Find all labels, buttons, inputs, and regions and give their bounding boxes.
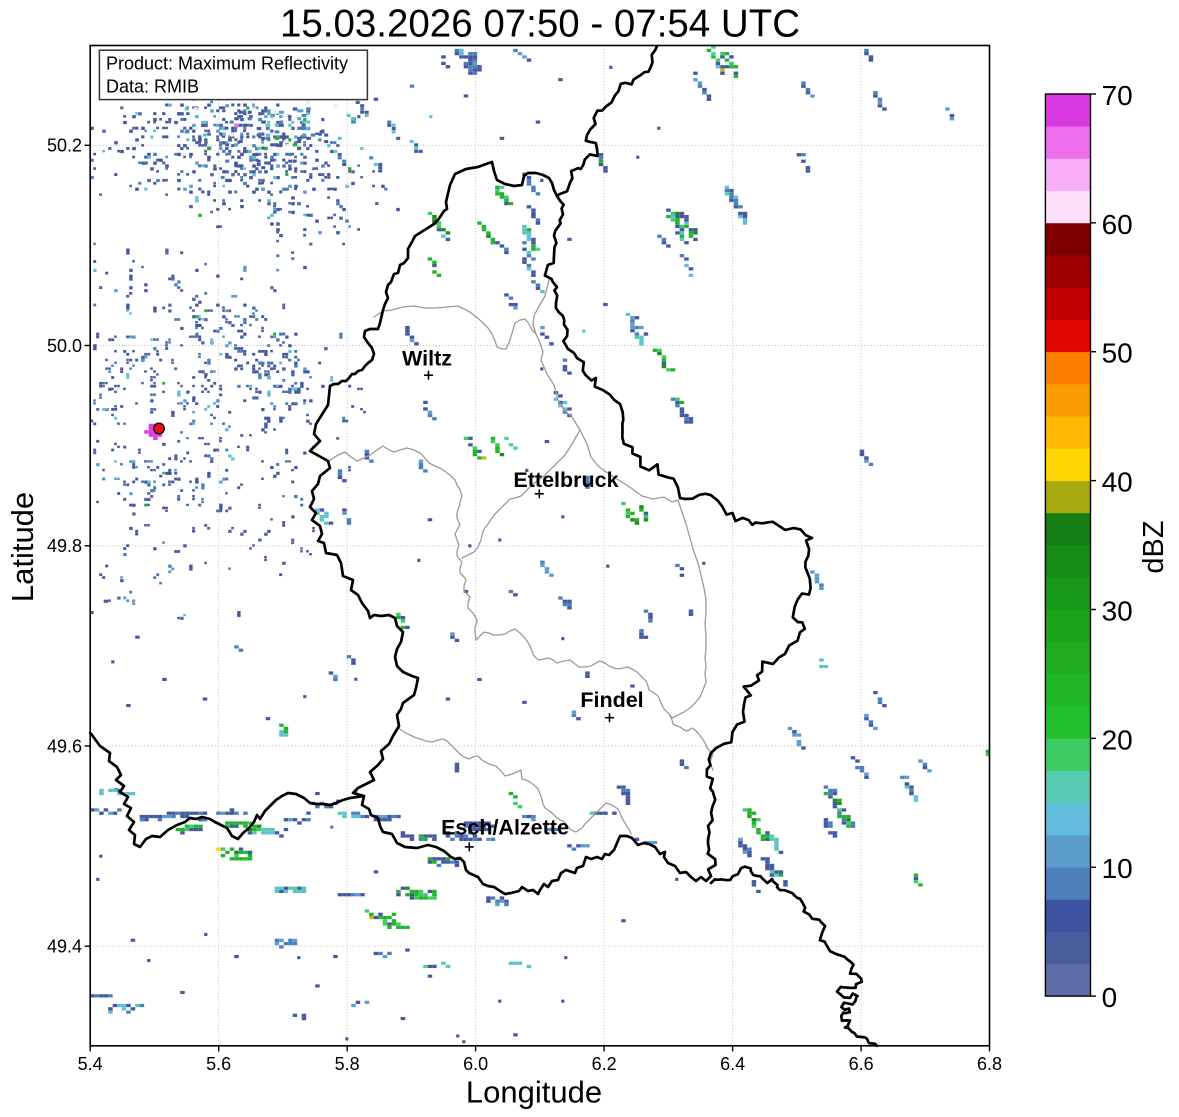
svg-text:6.4: 6.4: [720, 1054, 745, 1074]
svg-text:15.03.2026 07:50 - 07:54 UTC: 15.03.2026 07:50 - 07:54 UTC: [280, 3, 800, 46]
svg-text:5.4: 5.4: [78, 1054, 103, 1074]
svg-text:10: 10: [1102, 853, 1133, 884]
svg-text:Data: RMIB: Data: RMIB: [106, 77, 199, 97]
svg-text:Ettelbruck: Ettelbruck: [513, 468, 618, 492]
svg-text:49.8: 49.8: [47, 536, 82, 556]
svg-text:Findel: Findel: [580, 688, 643, 712]
svg-text:20: 20: [1102, 724, 1133, 755]
svg-text:50.2: 50.2: [47, 136, 82, 156]
svg-text:6.6: 6.6: [849, 1054, 874, 1074]
svg-text:6.2: 6.2: [592, 1054, 617, 1074]
svg-text:5.8: 5.8: [335, 1054, 360, 1074]
svg-text:50: 50: [1102, 338, 1133, 369]
svg-text:6.8: 6.8: [977, 1054, 1002, 1074]
svg-text:Wiltz: Wiltz: [402, 347, 452, 371]
svg-text:Longitude: Longitude: [466, 1075, 602, 1110]
svg-text:Esch/Alzette: Esch/Alzette: [441, 816, 569, 840]
svg-text:dBZ: dBZ: [1138, 520, 1170, 573]
svg-text:5.6: 5.6: [206, 1054, 231, 1074]
svg-text:60: 60: [1102, 209, 1133, 240]
svg-text:49.4: 49.4: [47, 937, 82, 957]
svg-text:70: 70: [1102, 80, 1133, 111]
svg-text:Latitude: Latitude: [5, 492, 40, 602]
svg-text:Product: Maximum Reflectivity: Product: Maximum Reflectivity: [106, 54, 348, 74]
svg-text:30: 30: [1102, 595, 1133, 626]
svg-text:40: 40: [1102, 467, 1133, 498]
svg-text:0: 0: [1102, 982, 1118, 1013]
svg-text:6.0: 6.0: [463, 1054, 488, 1074]
svg-text:49.6: 49.6: [47, 736, 82, 756]
svg-text:50.0: 50.0: [47, 336, 82, 356]
